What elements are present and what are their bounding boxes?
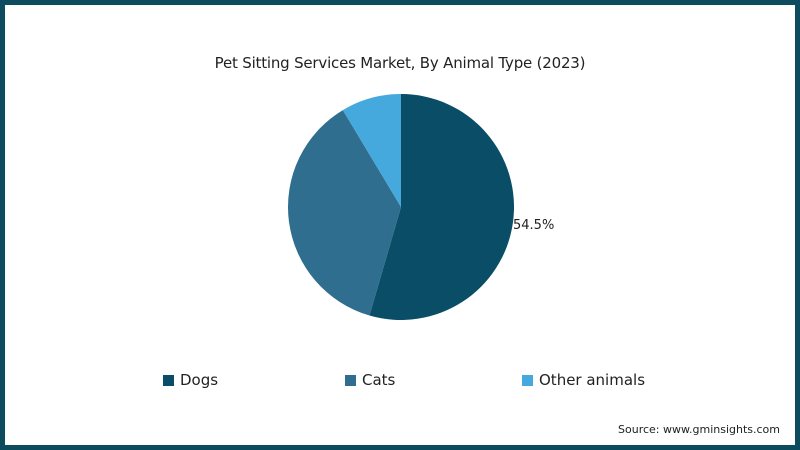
pie-slices	[287, 94, 514, 320]
chart-title: Pet Sitting Services Market, By Animal T…	[214, 54, 586, 72]
legend-label-other-animals: Other animals	[539, 371, 646, 389]
pie-slice-other-animals	[342, 94, 401, 207]
legend-item-other-animals: Other animals	[522, 371, 645, 389]
pie-slice-dogs	[369, 94, 514, 320]
pie-slice-cats	[287, 110, 401, 316]
dogs-percent-label: 54.5%	[513, 218, 555, 233]
legend: Dogs Cats Other animals	[5, 371, 795, 393]
legend-swatch-cats	[345, 374, 356, 386]
legend-label-dogs: Dogs	[180, 371, 219, 389]
source-note: Source: www.gminsights.com	[618, 423, 780, 436]
pie-chart	[287, 94, 514, 320]
legend-swatch-other-animals	[522, 374, 533, 386]
chart-canvas: Pet Sitting Services Market, By Animal T…	[5, 5, 795, 445]
legend-swatch-dogs	[163, 374, 174, 386]
legend-label-cats: Cats	[362, 371, 396, 389]
legend-item-dogs: Dogs	[163, 371, 218, 389]
legend-item-cats: Cats	[345, 371, 395, 389]
